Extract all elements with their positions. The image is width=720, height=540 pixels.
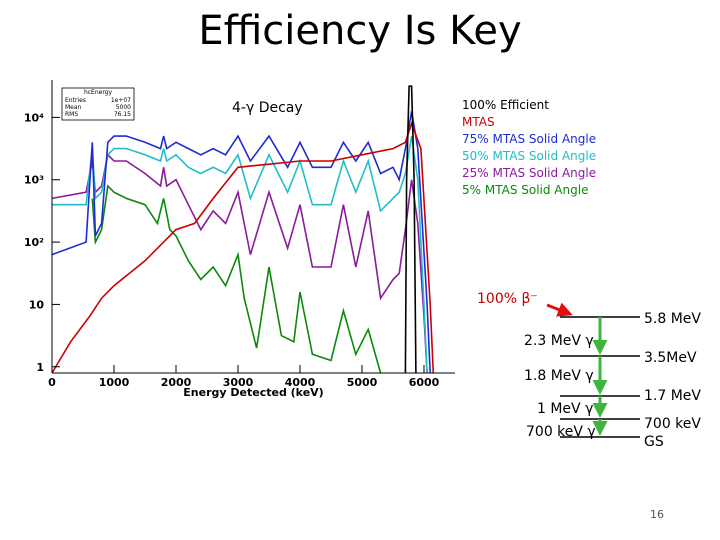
series-line xyxy=(404,85,417,374)
gamma-label-1.8: 1.8 MeV γ xyxy=(524,368,594,384)
stats-row-label: Mean xyxy=(65,104,82,111)
x-tick-label: 6000 xyxy=(409,376,440,389)
level-label-5.8: 5.8 MeV xyxy=(644,311,701,327)
y-tick-label: 10⁴ xyxy=(24,111,44,124)
legend-item: MTAS xyxy=(462,115,495,129)
y-tick-label: 10³ xyxy=(24,174,44,187)
stats-box-title: hcEnergy xyxy=(84,89,113,96)
legend-item: 50% MTAS Solid Angle xyxy=(462,149,597,163)
x-tick-label: 3000 xyxy=(223,376,254,389)
series-line xyxy=(52,135,428,374)
stats-row-value: 1e+07 xyxy=(111,97,131,104)
series-lines xyxy=(51,85,435,374)
x-tick-label: 0 xyxy=(48,376,56,389)
stats-row-label: Entries xyxy=(65,97,86,104)
y-tick-label: 10 xyxy=(29,298,45,311)
decay-annotation: 4-γ Decay xyxy=(232,100,303,116)
series-line xyxy=(51,153,428,374)
gamma-label-2.3: 2.3 MeV γ xyxy=(524,333,594,349)
series-line xyxy=(51,121,435,374)
stats-box-frame xyxy=(61,87,135,121)
stats-row-value: 76.15 xyxy=(114,111,131,118)
level-label-1.7: 1.7 MeV xyxy=(644,388,701,404)
stats-row-label: RMS xyxy=(65,111,78,118)
legend-item: 5% MTAS Solid Angle xyxy=(462,183,589,197)
y-tick-label: 1 xyxy=(36,361,44,374)
gamma-arrows xyxy=(546,302,608,436)
gamma-label-700: 700 keV γ xyxy=(526,424,596,440)
x-tick-label: 5000 xyxy=(347,376,378,389)
legend-item: 25% MTAS Solid Angle xyxy=(462,166,597,180)
beta-arrow xyxy=(546,302,573,317)
beta-label: 100% β⁻ xyxy=(477,291,538,307)
page-number: 16 xyxy=(650,508,664,521)
level-label-700: 700 keV xyxy=(644,416,701,432)
x-tick-label: 4000 xyxy=(285,376,316,389)
axes: 0 1000 2000 3000 4000 5000 6000 1 10 10² 10³ 10⁴ Ene… xyxy=(24,80,455,399)
gamma-label-1: 1 MeV γ xyxy=(537,401,593,417)
energy-spectrum-chart: 0 1000 2000 3000 4000 5000 6000 1 10 10² 10³ 10⁴ Ene… xyxy=(24,80,455,399)
level-label-gs: GS xyxy=(644,434,664,450)
legend-item: 75% MTAS Solid Angle xyxy=(462,132,597,146)
slide-title: Efficiency Is Key xyxy=(198,8,522,54)
stats-row-value: 5000 xyxy=(116,104,131,111)
legend: 100% Efficient MTAS 75% MTAS Solid Angle 50… xyxy=(462,97,596,199)
legend-item: 100% Efficient xyxy=(462,98,549,112)
x-axis-label: Energy Detected (keV) xyxy=(183,386,323,399)
series-line xyxy=(91,184,382,374)
level-label-3.5: 3.5MeV xyxy=(644,350,697,366)
series-line xyxy=(51,111,431,374)
x-tick-label: 2000 xyxy=(161,376,192,389)
x-tick-label: 1000 xyxy=(99,376,130,389)
y-tick-label: 10² xyxy=(24,236,44,249)
